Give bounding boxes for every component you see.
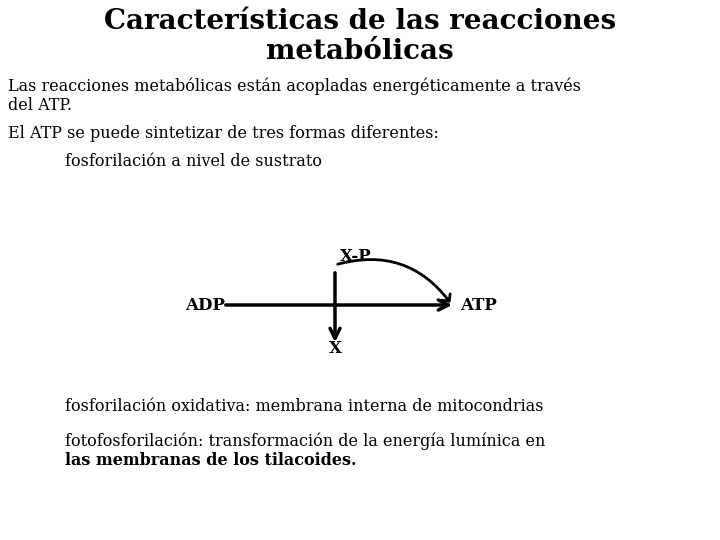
Text: ADP: ADP (185, 296, 225, 314)
Text: fosforilación a nivel de sustrato: fosforilación a nivel de sustrato (65, 153, 322, 170)
Text: Las reacciones metabólicas están acopladas energéticamente a través: Las reacciones metabólicas están acoplad… (8, 78, 581, 96)
Text: metabólicas: metabólicas (266, 38, 454, 65)
Text: X-P: X-P (340, 248, 372, 265)
Text: ATP: ATP (460, 296, 497, 314)
Text: fotofosforilación: transformación de la energía lumínica en: fotofosforilación: transformación de la … (65, 432, 545, 449)
Text: X: X (328, 340, 341, 357)
FancyArrowPatch shape (338, 260, 450, 301)
Text: fosforilación oxidativa: membrana interna de mitocondrias: fosforilación oxidativa: membrana intern… (65, 398, 544, 415)
Text: las membranas de los tilacoides.: las membranas de los tilacoides. (65, 452, 356, 469)
Text: El ATP se puede sintetizar de tres formas diferentes:: El ATP se puede sintetizar de tres forma… (8, 125, 439, 142)
Text: del ATP.: del ATP. (8, 97, 72, 114)
Text: Características de las reacciones: Características de las reacciones (104, 8, 616, 35)
